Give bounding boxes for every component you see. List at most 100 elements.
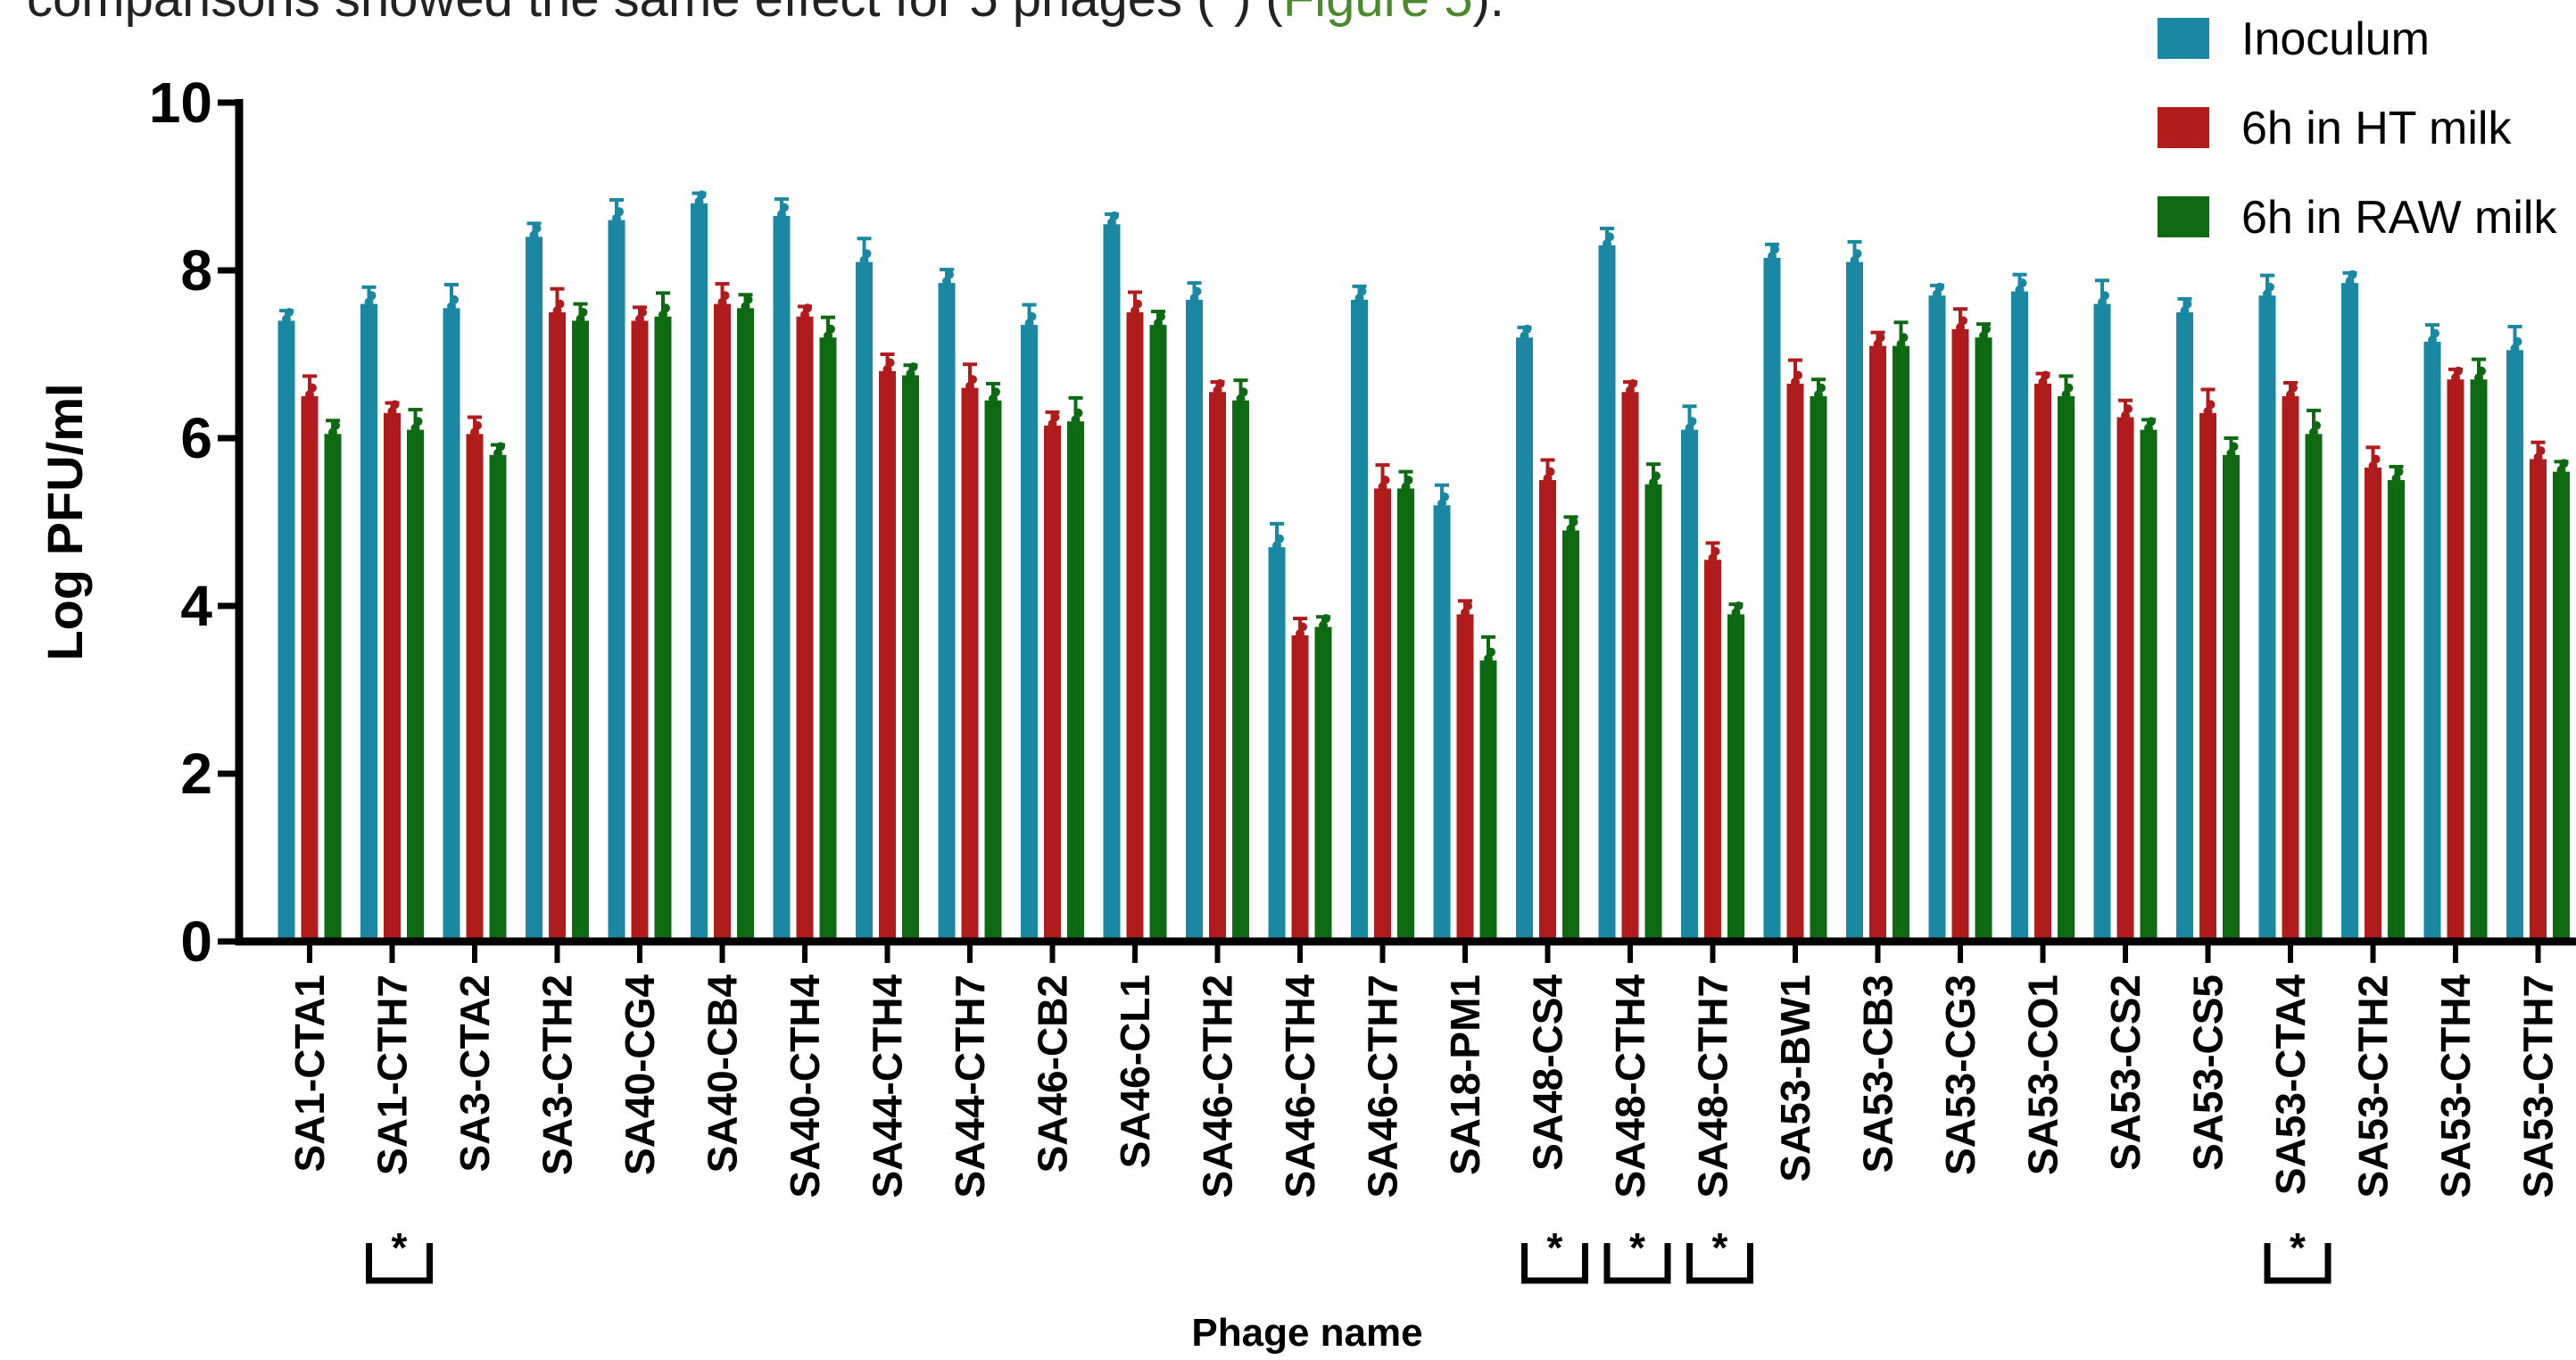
data-point — [2229, 442, 2239, 452]
data-point — [326, 435, 335, 445]
x-tick-label: SA46-CTH4 — [1277, 974, 1323, 1198]
data-point — [906, 369, 915, 378]
data-point — [1189, 294, 1199, 303]
data-point — [1791, 377, 1800, 387]
data-point — [573, 322, 583, 332]
bar — [1021, 325, 1038, 942]
data-point — [717, 297, 727, 307]
data-point — [1048, 419, 1057, 429]
data-point — [908, 362, 918, 372]
data-point — [532, 224, 542, 233]
bar — [796, 316, 814, 941]
data-point — [1893, 348, 1903, 358]
bar — [2116, 417, 2134, 941]
bar — [938, 283, 956, 942]
data-point — [1626, 386, 1635, 395]
data-point — [1520, 331, 1529, 341]
legend-label: Inoculum — [2241, 13, 2430, 65]
data-point — [2556, 465, 2566, 475]
data-point — [991, 387, 1000, 397]
data-point — [2533, 452, 2543, 462]
data-point — [658, 310, 667, 319]
bar — [2506, 350, 2523, 941]
data-point — [1375, 490, 1385, 500]
bar — [1846, 261, 1863, 942]
data-point — [2283, 398, 2292, 408]
data-point — [2348, 270, 2357, 279]
data-point — [1685, 423, 1694, 433]
data-point — [1298, 622, 1307, 632]
data-point — [1540, 482, 1550, 492]
bar — [1103, 224, 1121, 942]
significance-bracket — [1603, 1243, 1671, 1284]
data-point — [1731, 608, 1741, 618]
bar — [2034, 383, 2051, 941]
data-point — [1275, 534, 1284, 543]
data-point — [1687, 417, 1697, 427]
bar — [1763, 257, 1781, 941]
data-point — [633, 322, 642, 332]
x-tick-label: SA53-CB3 — [1855, 974, 1901, 1173]
data-point — [1068, 423, 1078, 433]
y-tick-label: 4 — [180, 574, 212, 638]
x-tick-label: SA3-CTA2 — [451, 974, 498, 1173]
bar — [984, 400, 1002, 941]
data-point — [305, 390, 314, 400]
bar — [1562, 530, 1579, 941]
data-point — [2448, 381, 2457, 391]
x-tick-label: SA53-CTH4 — [2432, 974, 2479, 1198]
data-point — [578, 308, 588, 317]
data-point — [2200, 415, 2210, 425]
x-tick-label: SA46-CL1 — [1112, 974, 1158, 1168]
bar — [1314, 626, 1332, 941]
data-point — [1705, 561, 1715, 571]
data-point — [2035, 386, 2045, 395]
figure-5-link[interactable]: Figure 5 — [1283, 0, 1473, 28]
data-point — [2038, 377, 2048, 387]
data-point — [1071, 415, 1081, 425]
legend-label: 6h in RAW milk — [2241, 192, 2557, 244]
bar — [2140, 429, 2158, 942]
y-tick-label: 6 — [180, 406, 212, 470]
data-point — [1876, 333, 1885, 343]
bar — [324, 434, 342, 941]
x-tick-label: SA48-CS4 — [1525, 974, 1571, 1171]
data-point — [1133, 299, 1142, 309]
data-point — [1710, 546, 1720, 556]
bar — [2282, 396, 2299, 941]
x-tick-label: SA53-CTA4 — [2267, 974, 2314, 1196]
data-point — [1293, 637, 1302, 647]
data-point — [555, 299, 565, 309]
data-point — [408, 432, 418, 442]
data-point — [1652, 471, 1661, 481]
data-point — [2307, 435, 2315, 445]
data-point — [526, 238, 536, 248]
data-point — [2451, 373, 2460, 383]
data-point — [1569, 518, 1578, 527]
data-point — [2180, 306, 2190, 316]
x-tick-label: SA53-CG3 — [1937, 974, 1984, 1175]
bar — [1397, 488, 1414, 941]
data-point — [2289, 383, 2298, 393]
bar — [2176, 312, 2193, 941]
data-point — [1270, 549, 1279, 559]
data-point — [2206, 400, 2216, 410]
data-point — [1316, 629, 1325, 639]
bar — [819, 337, 837, 941]
bar — [1644, 484, 1662, 941]
x-tick-label: SA53-CTH7 — [2515, 974, 2562, 1198]
x-tick-label: SA53-CS2 — [2102, 974, 2149, 1171]
data-point — [1982, 324, 1991, 334]
bar — [1149, 325, 1167, 942]
bar — [2199, 412, 2216, 941]
data-point — [2286, 390, 2295, 400]
data-point — [1236, 394, 1246, 403]
data-point — [1768, 252, 1777, 261]
data-point — [692, 205, 701, 215]
legend-label: 6h in HT milk — [2241, 103, 2512, 154]
data-point — [986, 402, 995, 412]
data-point — [413, 417, 423, 427]
data-point — [1543, 474, 1553, 484]
data-point — [1930, 297, 1939, 307]
x-tick-label: SA53-CTH2 — [2350, 974, 2397, 1198]
